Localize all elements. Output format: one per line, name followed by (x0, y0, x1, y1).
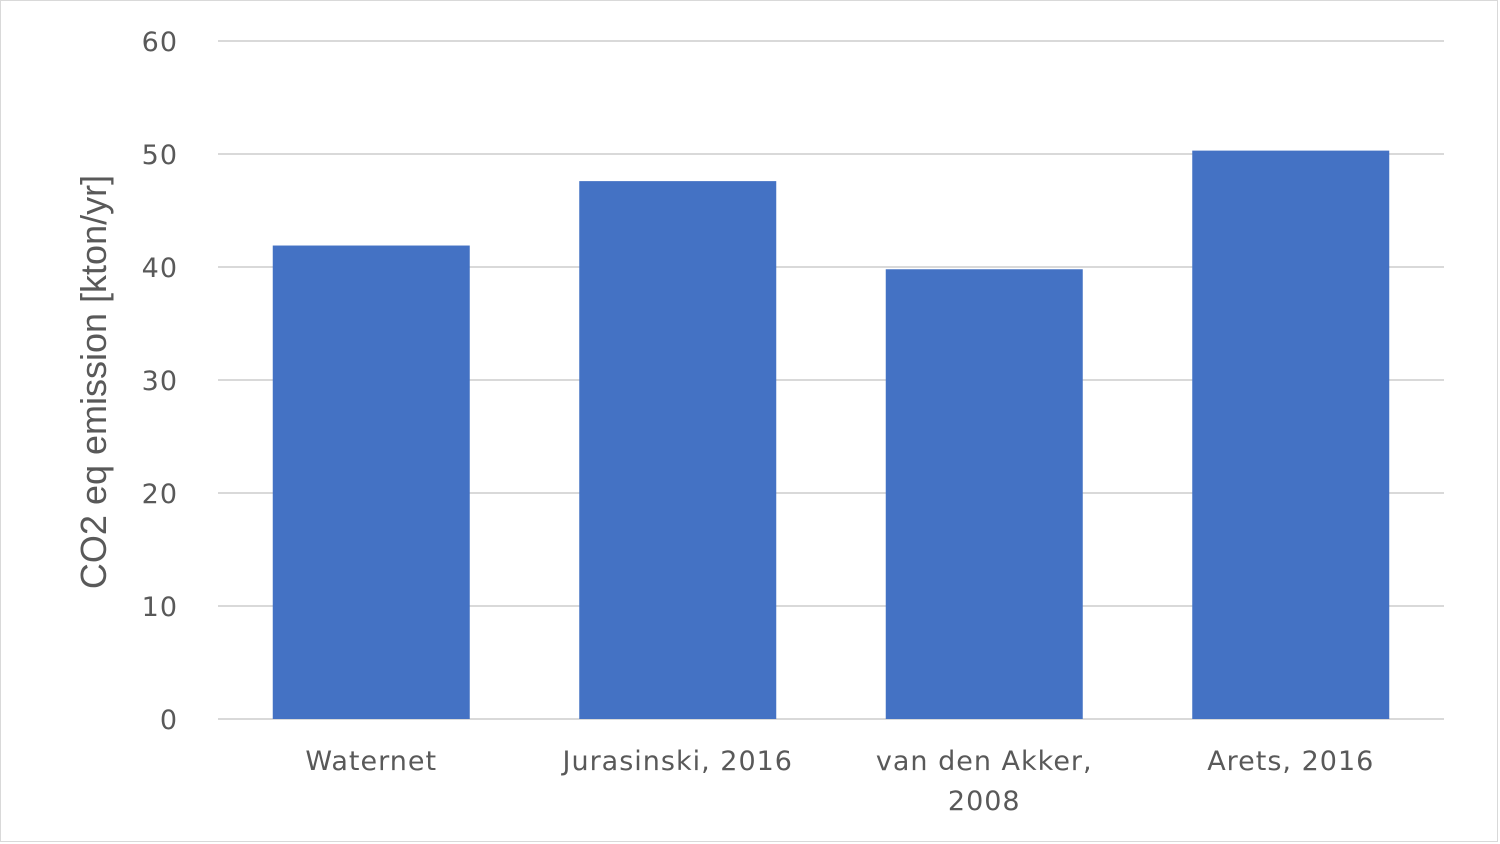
y-tick-0: 0 (160, 705, 178, 736)
category-label-2-line-0: van den Akker, (876, 746, 1093, 777)
bar-2 (885, 269, 1083, 719)
category-label-3: Arets, 2016 (1207, 746, 1374, 777)
y-tick-labels: 0 10 20 30 40 50 60 (142, 27, 178, 736)
bars (272, 150, 1390, 720)
category-label-2-line-1: 2008 (948, 786, 1021, 817)
y-tick-20: 20 (142, 479, 178, 510)
bar-3 (1192, 150, 1390, 720)
y-tick-30: 30 (142, 366, 178, 397)
bar-1 (579, 181, 777, 719)
y-tick-10: 10 (142, 592, 178, 623)
y-tick-50: 50 (142, 140, 178, 171)
category-labels: Waternet Jurasinski, 2016 van den Akker, 20… (305, 746, 1374, 817)
y-axis-label: CO2 eq emission [kton/yr] (73, 175, 114, 589)
bar-0 (272, 245, 470, 719)
category-label-1: Jurasinski, 2016 (561, 746, 793, 777)
category-label-0: Waternet (305, 746, 437, 777)
y-tick-40: 40 (142, 253, 178, 284)
y-tick-60: 60 (142, 27, 178, 58)
